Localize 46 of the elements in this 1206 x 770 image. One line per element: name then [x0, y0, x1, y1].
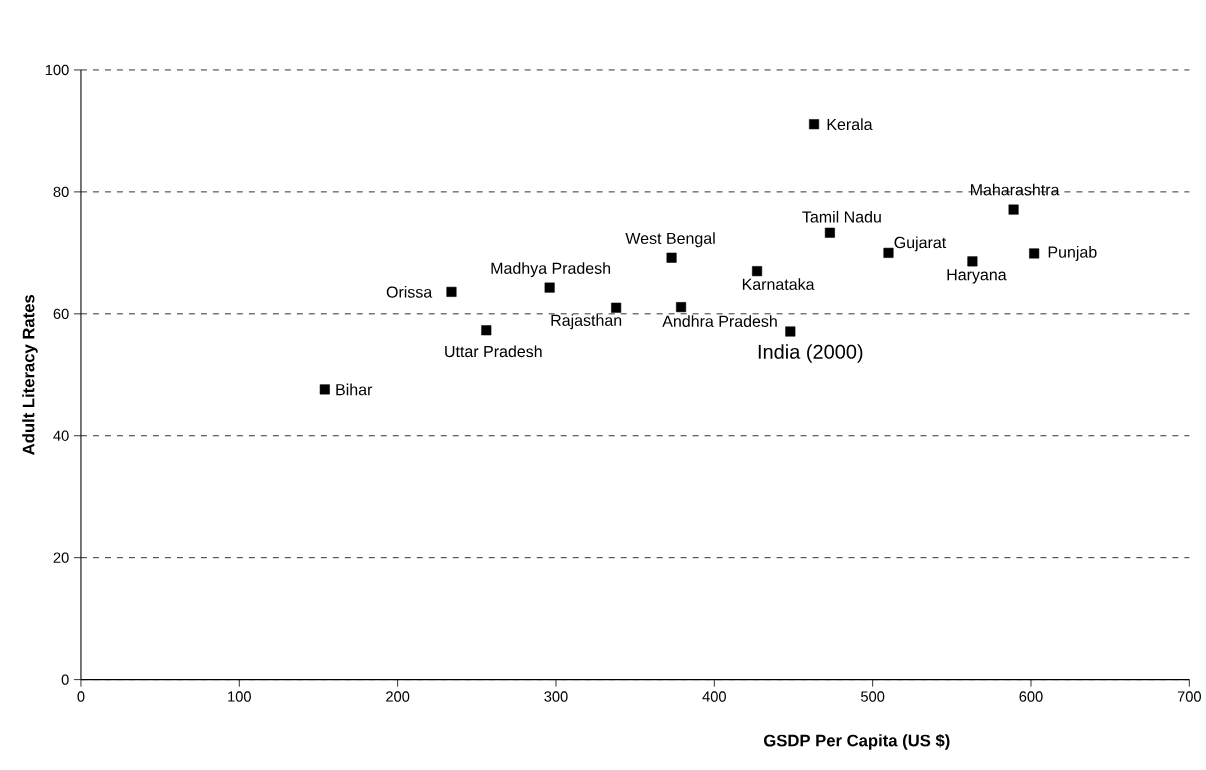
point: [752, 266, 763, 277]
annotation: Tamil Nadu: [802, 211, 881, 223]
x-axis-title: GSDP Per Capita (US $): [764, 734, 950, 750]
x-tick-label: 300: [544, 691, 568, 702]
annotation: Maharashtra: [971, 183, 1060, 196]
annotation: Haryana: [947, 269, 1007, 284]
x-tick-label: 200: [386, 691, 410, 702]
point: [967, 256, 978, 267]
point: [1008, 204, 1019, 215]
y-axis-title: Adult Literacy Rates: [22, 295, 38, 456]
point: [824, 227, 835, 238]
y-tick-label: 20: [53, 552, 69, 564]
annotation: Punjab: [1048, 246, 1097, 262]
point: [676, 302, 687, 313]
annotation: Rajasthan: [551, 314, 622, 330]
annotation: Kerala: [827, 118, 873, 131]
y-tick-label: 0: [61, 674, 69, 686]
point: [319, 384, 330, 395]
annotation: Gujarat: [894, 236, 947, 252]
point: [809, 119, 820, 130]
annotation: West Bengal: [625, 232, 715, 248]
x-tick-label: 0: [77, 691, 85, 702]
annotation: India (2000): [758, 344, 863, 364]
x-tick-label: 700: [1177, 691, 1201, 702]
point: [883, 248, 894, 259]
point: [666, 252, 677, 263]
point: [544, 282, 555, 293]
x-tick-label: 600: [1019, 691, 1043, 702]
annotation: Karnataka: [742, 278, 815, 291]
y-tick-label: 80: [53, 186, 69, 198]
x-tick-label: 400: [702, 691, 726, 702]
point: [785, 326, 796, 337]
annotation: Uttar Pradesh: [445, 345, 542, 358]
x-tick-label: 500: [861, 691, 885, 702]
point: [446, 287, 457, 298]
annotation: Andhra Pradesh: [662, 315, 777, 328]
x-tick-label: 100: [228, 691, 251, 702]
point: [481, 325, 492, 336]
y-tick-label: 60: [53, 308, 69, 320]
annotation: Bihar: [336, 383, 373, 396]
annotation: Orissa: [386, 286, 433, 298]
point: [611, 302, 622, 313]
y-tick-label: 40: [53, 430, 69, 442]
point: [1029, 248, 1040, 259]
annotation: Madhya Pradesh: [491, 262, 611, 278]
y-tick-label: 100: [45, 65, 69, 76]
